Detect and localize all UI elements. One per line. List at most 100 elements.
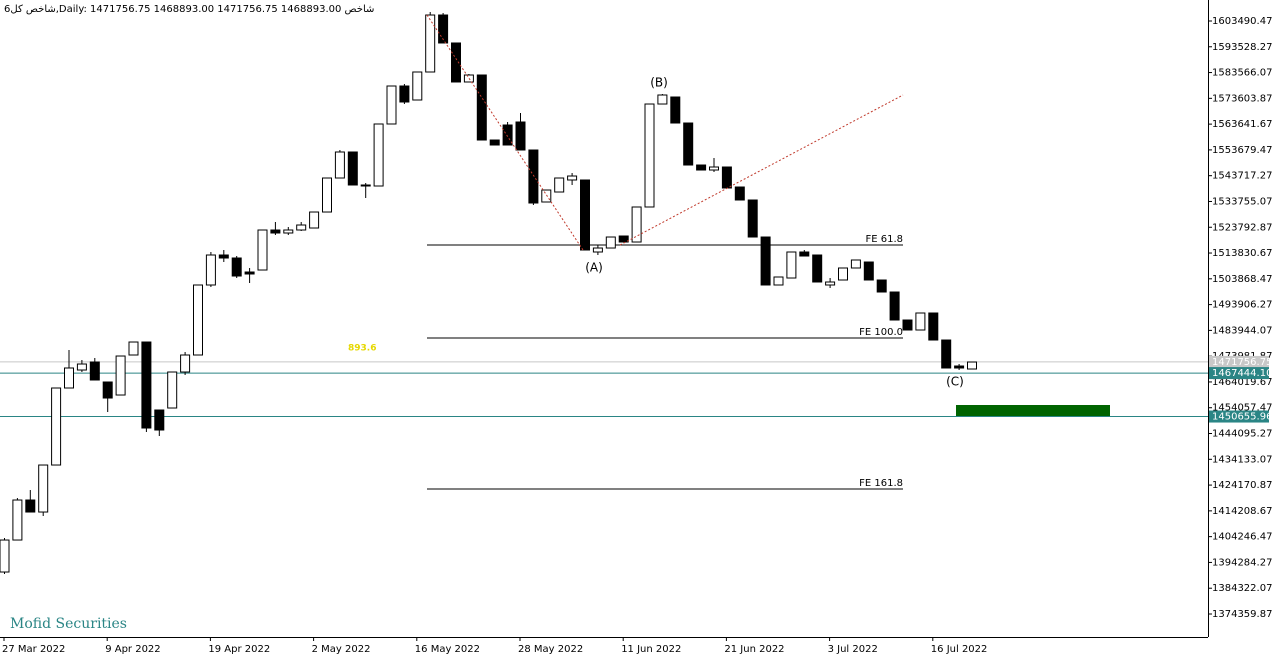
candle-body	[257, 229, 268, 271]
y-tick-label: 1583566.07	[1212, 68, 1272, 79]
candle-body	[709, 166, 719, 171]
candle-body	[102, 381, 113, 399]
y-tick-label: 1573603.87	[1212, 93, 1272, 104]
chart-title: شاخص کل6,Daily: 1471756.75 1468893.00 14…	[4, 4, 374, 15]
candle-body	[489, 139, 500, 146]
candle-body	[193, 284, 203, 356]
y-tick-label: 1603490.47	[1212, 16, 1272, 27]
candle-body	[670, 96, 681, 124]
x-tick-label: 9 Apr 2022	[105, 644, 160, 655]
candle-body	[967, 361, 977, 370]
price-tag	[1209, 367, 1269, 380]
candle-body	[915, 312, 926, 331]
candle-body	[605, 236, 616, 249]
candle-body	[657, 94, 668, 105]
watermark: Mofid Securities	[10, 616, 127, 632]
candle-body	[205, 254, 216, 286]
candle-body	[373, 123, 384, 187]
x-tick-label: 16 Jul 2022	[931, 644, 988, 655]
candle-body	[850, 259, 861, 269]
candle-body	[154, 409, 165, 431]
price-tag	[1209, 410, 1269, 423]
candle-body	[554, 177, 565, 193]
x-tick-label: 3 Jul 2022	[828, 644, 878, 655]
candle-body	[812, 254, 823, 283]
candle-body	[528, 149, 539, 204]
fib-label: FE 61.8	[865, 234, 903, 245]
candle-body	[231, 257, 242, 277]
y-tick-label: 1374359.87	[1212, 609, 1272, 620]
y-tick-label: 1553679.47	[1212, 145, 1272, 156]
candle-body	[876, 279, 887, 293]
candle-body	[283, 229, 294, 234]
plot: FE 61.8 FE 100.0 FE 161.8 1603490.47 1593528…	[0, 12, 1272, 620]
candle-body	[12, 499, 23, 541]
candle-body	[386, 85, 397, 125]
candle-body	[541, 189, 552, 203]
candle-body	[799, 251, 810, 257]
fib-label: FE 161.8	[859, 478, 903, 489]
candle-body	[167, 371, 178, 409]
candle-body	[954, 365, 965, 369]
candle-body	[451, 42, 461, 83]
candle-body	[309, 211, 320, 229]
y-tick-label: 1493906.27	[1212, 300, 1272, 311]
candle-body	[618, 235, 629, 243]
candle-body	[64, 367, 74, 389]
candle-body	[76, 363, 87, 371]
y-tick-label: 1483944.07	[1212, 325, 1272, 336]
x-tick-label: 27 Mar 2022	[2, 644, 65, 655]
y-tick-label: 1404246.47	[1212, 532, 1272, 543]
y-tick-label: 1414208.67	[1212, 506, 1272, 517]
candle-body	[838, 267, 848, 281]
candle-body	[270, 229, 281, 234]
candle-body	[734, 186, 745, 201]
candle-body	[502, 124, 513, 146]
candle-body	[180, 354, 191, 373]
candle-body	[644, 103, 655, 208]
wave-label: (B)	[650, 76, 668, 90]
x-tick-label: 11 Jun 2022	[621, 644, 681, 655]
candle-body	[941, 339, 952, 369]
y-tick-label: 1384322.07	[1212, 583, 1272, 594]
price-tag-label: 1471756.75	[1212, 357, 1272, 368]
candle-body	[244, 271, 255, 275]
y-tick-label: 1434133.07	[1212, 454, 1272, 465]
candle-body	[425, 14, 436, 73]
candle-body	[399, 85, 410, 103]
candle-body	[889, 291, 900, 321]
candle-body	[476, 74, 487, 141]
candle-body	[902, 319, 913, 331]
candle-body	[51, 387, 62, 466]
candle-body	[721, 166, 732, 189]
y-tick-label: 1533755.07	[1212, 196, 1272, 207]
candle-body	[115, 355, 126, 396]
candle-body	[747, 199, 758, 238]
y-tick-label: 1563641.67	[1212, 119, 1272, 130]
x-tick-label: 21 Jun 2022	[724, 644, 784, 655]
fib-label: FE 100.0	[859, 327, 903, 338]
price-tag-label: 1450655.96	[1212, 412, 1272, 423]
candle-body	[592, 247, 603, 253]
candle-body	[89, 361, 100, 381]
y-tick-label: 1444095.27	[1212, 429, 1272, 440]
candle-body	[786, 251, 797, 279]
note: 893.6	[348, 344, 376, 354]
wave-label: (C)	[946, 375, 964, 389]
candle-body	[412, 71, 423, 101]
y-tick-label: 1503868.47	[1212, 274, 1272, 285]
y-tick-label: 1454057.47	[1212, 403, 1272, 414]
candle-body	[863, 261, 874, 281]
candle-body	[515, 121, 526, 151]
y-tick-label: 1513830.67	[1212, 248, 1272, 259]
y-tick-label: 1523792.87	[1212, 222, 1272, 233]
y-tick-label: 1394284.27	[1212, 557, 1272, 568]
candle-body	[25, 499, 36, 513]
candle-body	[696, 164, 707, 171]
trend-line	[619, 94, 904, 246]
trend-line	[426, 14, 584, 251]
candle-body	[322, 177, 332, 213]
candle-body	[296, 224, 307, 231]
